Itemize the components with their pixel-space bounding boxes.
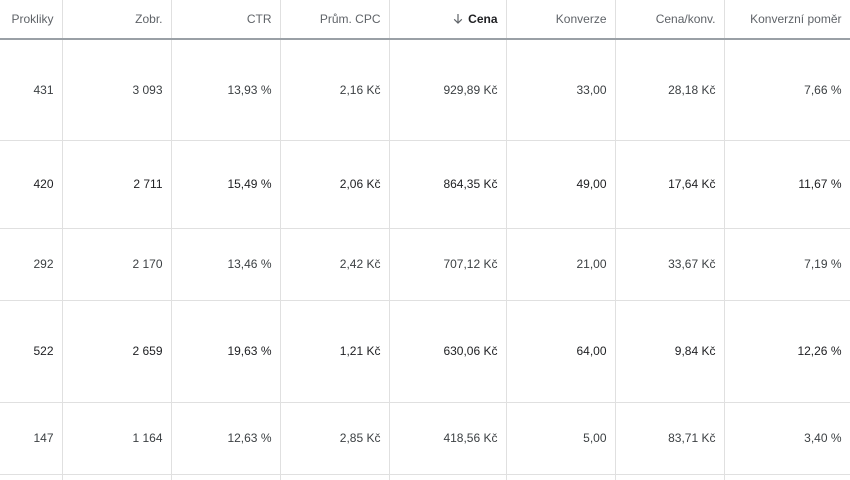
cell-empty — [171, 474, 281, 480]
table-row: 292 2 170 13,46 % 2,42 Kč 707,12 Kč 21,0… — [0, 228, 850, 301]
column-header-label: CTR — [246, 12, 272, 26]
cell-cena: 418,56 Kč — [389, 402, 507, 475]
cell-prum-cpc: 2,06 Kč — [280, 140, 390, 229]
cell-prokliky: 522 — [0, 300, 63, 403]
column-header-label: Cena/konv. — [655, 12, 716, 26]
table-header-row: Prokliky Zobr. CTR Prům. CPC Cena Konver… — [0, 0, 850, 40]
cell-empty — [0, 474, 63, 480]
cell-cena: 707,12 Kč — [389, 228, 507, 301]
cell-prum-cpc: 2,85 Kč — [280, 402, 390, 475]
cell-cena-konv: 33,67 Kč — [615, 228, 725, 301]
cell-cena: 864,35 Kč — [389, 140, 507, 229]
column-header-prum-cpc[interactable]: Prům. CPC — [280, 0, 390, 40]
cell-cena-konv: 17,64 Kč — [615, 140, 725, 229]
column-header-label: Konverzní poměr — [750, 12, 842, 26]
cell-ctr: 19,63 % — [171, 300, 281, 403]
cell-konverzni-pomer: 7,19 % — [724, 228, 850, 301]
cell-cena-konv: 28,18 Kč — [615, 39, 725, 141]
column-header-label: Cena — [468, 12, 498, 26]
cell-cena-konv: 9,84 Kč — [615, 300, 725, 403]
cell-empty — [506, 474, 616, 480]
cell-empty — [389, 474, 507, 480]
arrow-down-icon — [453, 14, 463, 24]
cell-prum-cpc: 2,42 Kč — [280, 228, 390, 301]
cell-zobrazeni: 2 711 — [62, 140, 172, 229]
cell-prokliky: 431 — [0, 39, 63, 141]
cell-zobrazeni: 2 659 — [62, 300, 172, 403]
cell-zobrazeni: 1 164 — [62, 402, 172, 475]
cell-ctr: 12,63 % — [171, 402, 281, 475]
cell-konverze: 49,00 — [506, 140, 616, 229]
column-header-prokliky[interactable]: Prokliky — [0, 0, 63, 40]
cell-zobrazeni: 3 093 — [62, 39, 172, 141]
cell-prum-cpc: 1,21 Kč — [280, 300, 390, 403]
cell-cena-konv: 83,71 Kč — [615, 402, 725, 475]
cell-konverze: 21,00 — [506, 228, 616, 301]
column-header-ctr[interactable]: CTR — [171, 0, 281, 40]
cell-prokliky: 147 — [0, 402, 63, 475]
column-header-label: Prokliky — [11, 12, 54, 26]
cell-ctr: 13,46 % — [171, 228, 281, 301]
cell-ctr: 15,49 % — [171, 140, 281, 229]
cell-konverzni-pomer: 12,26 % — [724, 300, 850, 403]
table-row: 147 1 164 12,63 % 2,85 Kč 418,56 Kč 5,00… — [0, 402, 850, 475]
cell-empty — [280, 474, 390, 480]
cell-empty — [62, 474, 172, 480]
cell-prum-cpc: 2,16 Kč — [280, 39, 390, 141]
column-header-cena-konv[interactable]: Cena/konv. — [615, 0, 725, 40]
cell-empty — [615, 474, 725, 480]
column-header-cena[interactable]: Cena — [389, 0, 507, 40]
table-row-partial — [0, 474, 850, 480]
column-header-label: Konverze — [555, 12, 607, 26]
column-header-konverzni-pomer[interactable]: Konverzní poměr — [724, 0, 850, 40]
cell-cena: 630,06 Kč — [389, 300, 507, 403]
cell-konverzni-pomer: 3,40 % — [724, 402, 850, 475]
cell-konverze: 33,00 — [506, 39, 616, 141]
table-row: 431 3 093 13,93 % 2,16 Kč 929,89 Kč 33,0… — [0, 39, 850, 141]
cell-ctr: 13,93 % — [171, 39, 281, 141]
column-header-label: Zobr. — [135, 12, 163, 26]
table-row: 522 2 659 19,63 % 1,21 Kč 630,06 Kč 64,0… — [0, 300, 850, 403]
cell-prokliky: 292 — [0, 228, 63, 301]
column-header-zobrazeni[interactable]: Zobr. — [62, 0, 172, 40]
cell-empty — [724, 474, 850, 480]
cell-konverze: 64,00 — [506, 300, 616, 403]
cell-zobrazeni: 2 170 — [62, 228, 172, 301]
cell-konverzni-pomer: 11,67 % — [724, 140, 850, 229]
cell-konverzni-pomer: 7,66 % — [724, 39, 850, 141]
column-header-konverze[interactable]: Konverze — [506, 0, 616, 40]
cell-konverze: 5,00 — [506, 402, 616, 475]
cell-prokliky: 420 — [0, 140, 63, 229]
column-header-label: Prům. CPC — [319, 12, 381, 26]
table-row: 420 2 711 15,49 % 2,06 Kč 864,35 Kč 49,0… — [0, 140, 850, 229]
cell-cena: 929,89 Kč — [389, 39, 507, 141]
